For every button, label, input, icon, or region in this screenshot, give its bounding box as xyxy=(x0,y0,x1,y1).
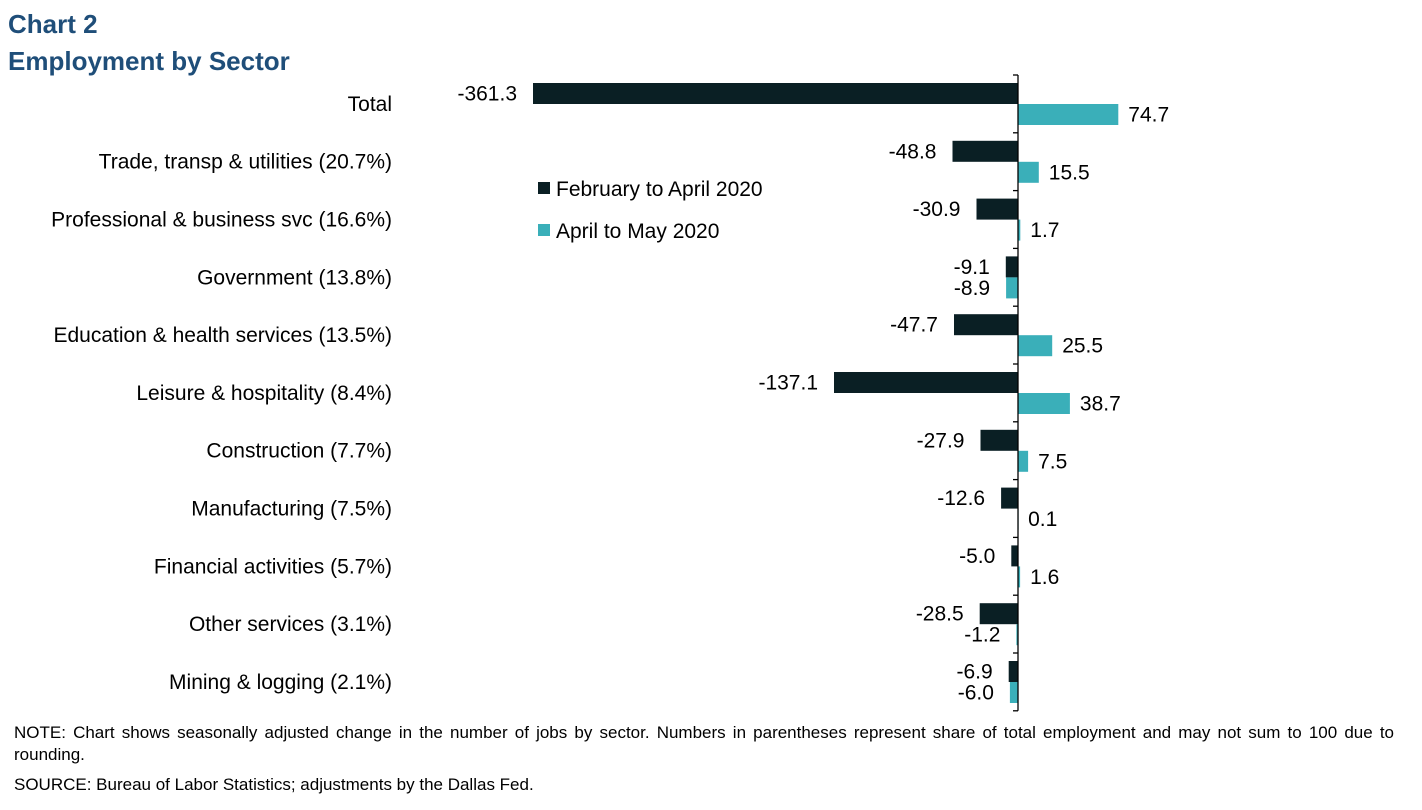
value-label: -361.3 xyxy=(457,83,517,106)
value-label: 74.7 xyxy=(1128,104,1169,127)
value-label: -137.1 xyxy=(758,372,818,395)
value-label: -6.9 xyxy=(957,661,993,684)
value-label: 7.5 xyxy=(1038,450,1067,473)
category-label: Financial activities (5.7%) xyxy=(154,555,392,578)
bar-apr-may xyxy=(1018,450,1029,472)
bar-feb-apr xyxy=(1008,661,1018,682)
bar-chart: Total Trade, transp & utilities (20.7%) Pr… xyxy=(51,74,1169,712)
bar-feb-apr xyxy=(979,603,1018,625)
category-labels: Total Trade, transp & utilities (20.7%) Pr… xyxy=(51,93,392,694)
value-label: 1.7 xyxy=(1030,219,1059,242)
bar-feb-apr xyxy=(952,140,1018,162)
category-label: Construction (7.7%) xyxy=(206,440,392,463)
category-label: Manufacturing (7.5%) xyxy=(191,498,392,521)
category-label: Leisure & hospitality (8.4%) xyxy=(136,382,392,405)
value-label: -6.0 xyxy=(958,682,994,705)
bar-apr-may xyxy=(1018,219,1021,241)
chart-title-block: Chart 2 Employment by Sector xyxy=(8,6,290,80)
category-label: Mining & logging (2.1%) xyxy=(169,671,392,694)
bar-apr-may xyxy=(1018,566,1021,588)
source-text: SOURCE: Bureau of Labor Statistics; adju… xyxy=(14,775,534,794)
value-label: -28.5 xyxy=(916,603,964,626)
value-label: 15.5 xyxy=(1049,161,1090,184)
bar-apr-may xyxy=(1016,624,1018,646)
bar-apr-may xyxy=(1018,393,1070,414)
category-label: Other services (3.1%) xyxy=(189,613,392,636)
value-label: 38.7 xyxy=(1080,393,1121,416)
chart-notes: NOTE: Chart shows seasonally adjusted ch… xyxy=(14,722,1394,804)
bar-feb-apr xyxy=(954,314,1018,336)
value-label: -9.1 xyxy=(954,256,990,279)
value-label: -5.0 xyxy=(959,545,995,568)
chart-title: Employment by Sector xyxy=(8,46,290,76)
category-label: Professional & business svc (16.6%) xyxy=(51,209,392,232)
bar-feb-apr xyxy=(976,198,1018,220)
bars xyxy=(533,83,1119,703)
value-label: -47.7 xyxy=(890,314,938,337)
bar-apr-may xyxy=(1018,161,1039,183)
bar-apr-may xyxy=(1018,104,1119,125)
value-label: -8.9 xyxy=(954,277,990,300)
value-label: -48.8 xyxy=(889,140,937,163)
value-label: -30.9 xyxy=(913,198,961,221)
bar-feb-apr xyxy=(1005,256,1018,278)
value-label: -1.2 xyxy=(964,624,1000,647)
zero-axis xyxy=(1013,74,1019,712)
legend-swatch xyxy=(538,224,550,236)
value-label: 1.6 xyxy=(1030,566,1059,589)
category-label: Government (13.8%) xyxy=(197,266,392,289)
category-label: Trade, transp & utilities (20.7%) xyxy=(99,151,392,174)
category-label: Total xyxy=(348,93,392,116)
bar-apr-may xyxy=(1018,335,1053,357)
bar-apr-may xyxy=(1009,682,1018,703)
category-label: Education & health services (13.5%) xyxy=(53,324,392,347)
bar-feb-apr xyxy=(834,372,1018,393)
value-labels: -361.3 74.7 -48.8 15.5 -30.9 1.7 -9.1-8.9 -47.7… xyxy=(457,83,1169,705)
legend-label: February to April 2020 xyxy=(556,178,763,201)
legend: February to April 2020 April to May 2020 xyxy=(538,178,763,243)
bar-feb-apr xyxy=(1011,545,1018,567)
bar-feb-apr xyxy=(1001,487,1018,509)
note-text: NOTE: Chart shows seasonally adjusted ch… xyxy=(14,723,1394,764)
legend-swatch xyxy=(538,182,550,194)
bar-feb-apr xyxy=(980,429,1018,451)
chart-number: Chart 2 xyxy=(8,9,98,39)
value-label: -12.6 xyxy=(937,487,985,510)
value-label: 0.1 xyxy=(1028,508,1057,531)
bar-apr-may xyxy=(1006,277,1018,299)
value-label: 25.5 xyxy=(1062,335,1103,358)
bar-feb-apr xyxy=(533,83,1018,104)
legend-label: April to May 2020 xyxy=(556,220,719,243)
value-label: -27.9 xyxy=(917,429,965,452)
